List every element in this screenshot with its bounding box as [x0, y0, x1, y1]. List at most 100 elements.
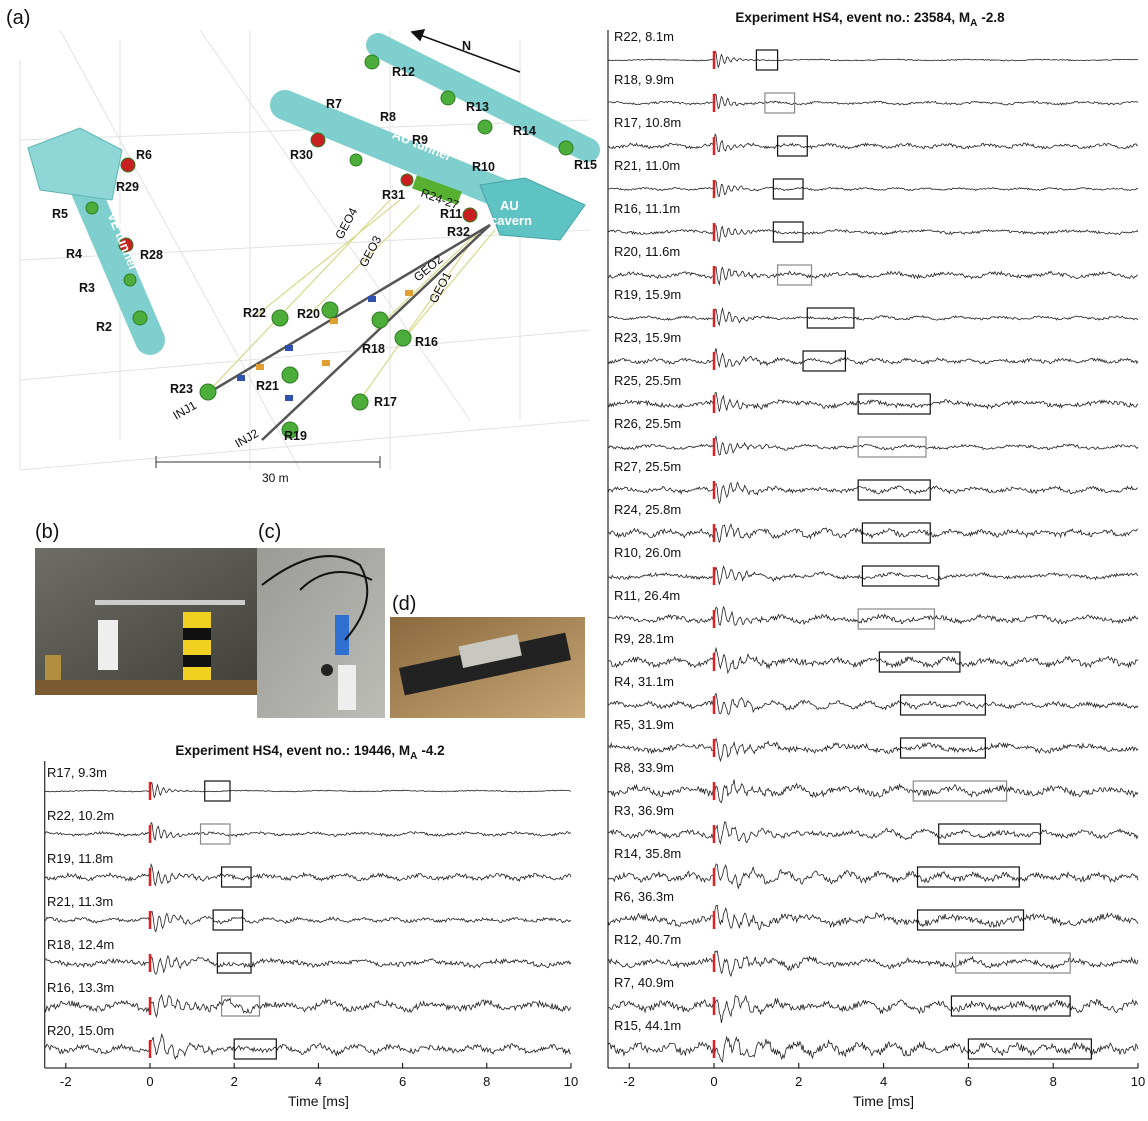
window — [220, 995, 261, 1017]
sensor-label: R21 — [256, 379, 279, 393]
window — [212, 909, 244, 931]
waveform — [607, 133, 1139, 153]
window — [204, 780, 231, 802]
sensor-label: INJ2 — [233, 426, 262, 451]
waveform — [607, 1035, 1139, 1063]
chart-title: Experiment HS4, event no.: 19446, MA -4.2 — [175, 743, 444, 762]
window — [216, 952, 252, 974]
trace-label: R26, 25.5m — [614, 416, 681, 431]
sensor-label: R3 — [79, 281, 95, 295]
window — [950, 995, 1071, 1017]
x-tick-label: 2 — [231, 1074, 238, 1089]
waveform — [607, 737, 1139, 763]
sensor-label: R15 — [574, 158, 597, 172]
window — [967, 1038, 1092, 1060]
sensor-label: R28 — [140, 248, 163, 262]
scale-label: 30 m — [262, 471, 289, 485]
waveform — [607, 565, 1139, 586]
sensor-labels: R12 R13 R14 R15 R7 R8 R9 R10 R30 R31 R11 R32 R6 R29 R5… — [52, 65, 597, 451]
sensor-label: R16 — [415, 335, 438, 349]
window — [916, 909, 1025, 931]
trace-label: R14, 35.8m — [614, 846, 681, 861]
waveform — [607, 605, 1139, 627]
sensor-group — [412, 175, 462, 205]
trace-label: R7, 40.9m — [614, 975, 674, 990]
trace-label: R27, 25.5m — [614, 459, 681, 474]
x-tick-label: 10 — [1131, 1074, 1145, 1089]
window — [857, 393, 931, 415]
x-tick-label: 4 — [315, 1074, 322, 1089]
sensor-label: R18 — [362, 342, 385, 356]
north-label: N — [462, 39, 471, 53]
window — [857, 436, 927, 458]
window — [806, 307, 855, 329]
waveform — [607, 224, 1139, 243]
sensor-label: R9 — [412, 133, 428, 147]
trace-label: R8, 33.9m — [614, 760, 674, 775]
waveform — [607, 994, 1139, 1023]
window — [220, 866, 252, 888]
window — [776, 135, 808, 157]
waveform — [607, 481, 1139, 505]
sensor-label: R20 — [297, 307, 320, 321]
chart-title: Experiment HS4, event no.: 23584, MA -2.8 — [735, 10, 1005, 29]
waveform — [608, 93, 1139, 110]
trace-label: R18, 9.9m — [614, 72, 674, 87]
panel-label: (d) — [392, 593, 416, 615]
waveform — [44, 781, 572, 799]
geophone-lines — [207, 199, 496, 401]
trace-label: R22, 10.2m — [47, 808, 114, 823]
trace-label: R5, 31.9m — [614, 717, 674, 732]
sensor-label: R19 — [284, 429, 307, 443]
window — [938, 823, 1042, 845]
cavern — [479, 177, 586, 241]
trace-label: R20, 11.6m — [614, 244, 680, 259]
tunnel-label: cavern — [490, 213, 532, 228]
x-axis-label: Time [ms] — [853, 1093, 914, 1109]
waveform — [607, 904, 1139, 931]
site-diagram: (a) N AU gallery AU tunnel AU cavern VE … — [6, 7, 600, 485]
x-tick-label: 2 — [795, 1074, 802, 1089]
window — [233, 1038, 277, 1060]
x-tick-label: 8 — [1050, 1074, 1057, 1089]
trace-label: R25, 25.5m — [614, 373, 681, 388]
trace-label: R10, 26.0m — [614, 545, 681, 560]
title-part: -2.8 — [981, 10, 1005, 25]
window — [878, 651, 961, 673]
waveform — [44, 1033, 572, 1061]
trace-label: R15, 44.1m — [614, 1018, 681, 1033]
sensor-label: R10 — [472, 160, 495, 174]
sensor-label: R29 — [116, 180, 139, 194]
waveform — [607, 391, 1139, 412]
title-part: Experiment HS4, event no.: 23584, M — [735, 10, 970, 25]
trace-label: R3, 36.9m — [614, 803, 674, 818]
window — [772, 178, 804, 200]
x-tick-label: 0 — [146, 1074, 153, 1089]
trace-label: R19, 11.8m — [47, 851, 113, 866]
window — [802, 350, 847, 372]
trace-label: R9, 28.1m — [614, 631, 674, 646]
waveform — [44, 821, 572, 841]
charts: Experiment HS4, event no.: 23584, MA -2.8… — [44, 10, 1145, 1109]
window — [776, 264, 813, 286]
sensor-label: R11 — [440, 207, 462, 221]
sensor-label: R4 — [66, 247, 82, 261]
trace-label: R19, 15.9m — [614, 287, 681, 302]
sensor-label: R17 — [374, 395, 397, 409]
scale-bar — [155, 456, 381, 468]
waveform — [607, 50, 1139, 69]
x-tick-label: 0 — [710, 1074, 717, 1089]
ve-niche — [27, 127, 123, 201]
sensor-label: R30 — [290, 148, 313, 162]
trace-label: R17, 9.3m — [47, 765, 107, 780]
trace-label: R24, 25.8m — [614, 502, 681, 517]
boreholes — [204, 223, 491, 441]
sensor-label: R14 — [513, 124, 536, 138]
window — [912, 780, 1008, 802]
north-arrow — [410, 29, 521, 73]
trace-label: R4, 31.1m — [614, 674, 674, 689]
sensor-label: R2 — [96, 320, 112, 334]
x-tick-label: 10 — [564, 1074, 578, 1089]
window — [861, 522, 931, 544]
